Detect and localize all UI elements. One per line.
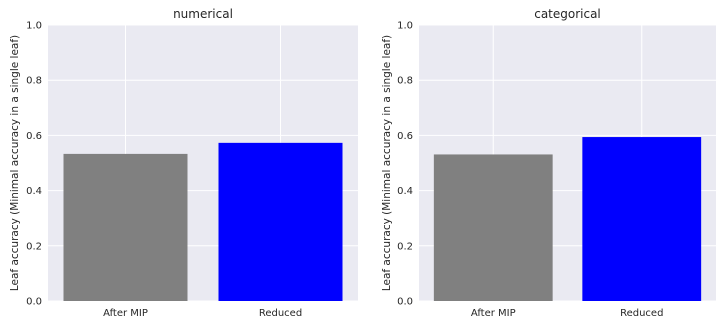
y-axis-label: Leaf accuracy (Minimal accuracy in a sin… xyxy=(381,35,393,291)
y-tick-label: 0.2 xyxy=(26,241,42,252)
y-tick-label: 0.4 xyxy=(397,186,413,197)
bar-after-mip xyxy=(433,154,553,301)
y-tick-label: 0.0 xyxy=(26,297,42,308)
x-tick-label: After MIP xyxy=(471,308,516,319)
y-tick-label: 0.4 xyxy=(26,186,42,197)
y-tick-label: 0.6 xyxy=(26,131,42,142)
chart-panel-2: 0.0 0.2 0.4 0.6 0.8 1.0 After MIP Reduced catego… xyxy=(381,7,716,319)
y-tick-label: 0.2 xyxy=(397,241,413,252)
y-tick-label: 0.8 xyxy=(397,76,413,87)
bar-after-mip xyxy=(63,153,188,301)
x-tick-label: After MIP xyxy=(103,308,148,319)
y-tick-label: 0.6 xyxy=(397,131,413,142)
bar-reduced xyxy=(218,142,343,301)
y-tick-label: 0.8 xyxy=(26,76,42,87)
chart-panel-1: 0.0 0.2 0.4 0.6 0.8 1.0 After MIP Reduced numeri… xyxy=(9,7,358,319)
y-tick-label: 0.0 xyxy=(397,297,413,308)
x-tick-label: Reduced xyxy=(259,308,302,319)
y-axis-label: Leaf accuracy (Minimal accuracy in a sin… xyxy=(9,35,21,291)
y-tick-label: 1.0 xyxy=(26,21,42,32)
x-tick-label: Reduced xyxy=(620,308,663,319)
chart-title: categorical xyxy=(534,7,601,21)
chart-title: numerical xyxy=(173,7,233,21)
y-tick-label: 1.0 xyxy=(397,21,413,32)
bar-reduced xyxy=(582,137,702,301)
